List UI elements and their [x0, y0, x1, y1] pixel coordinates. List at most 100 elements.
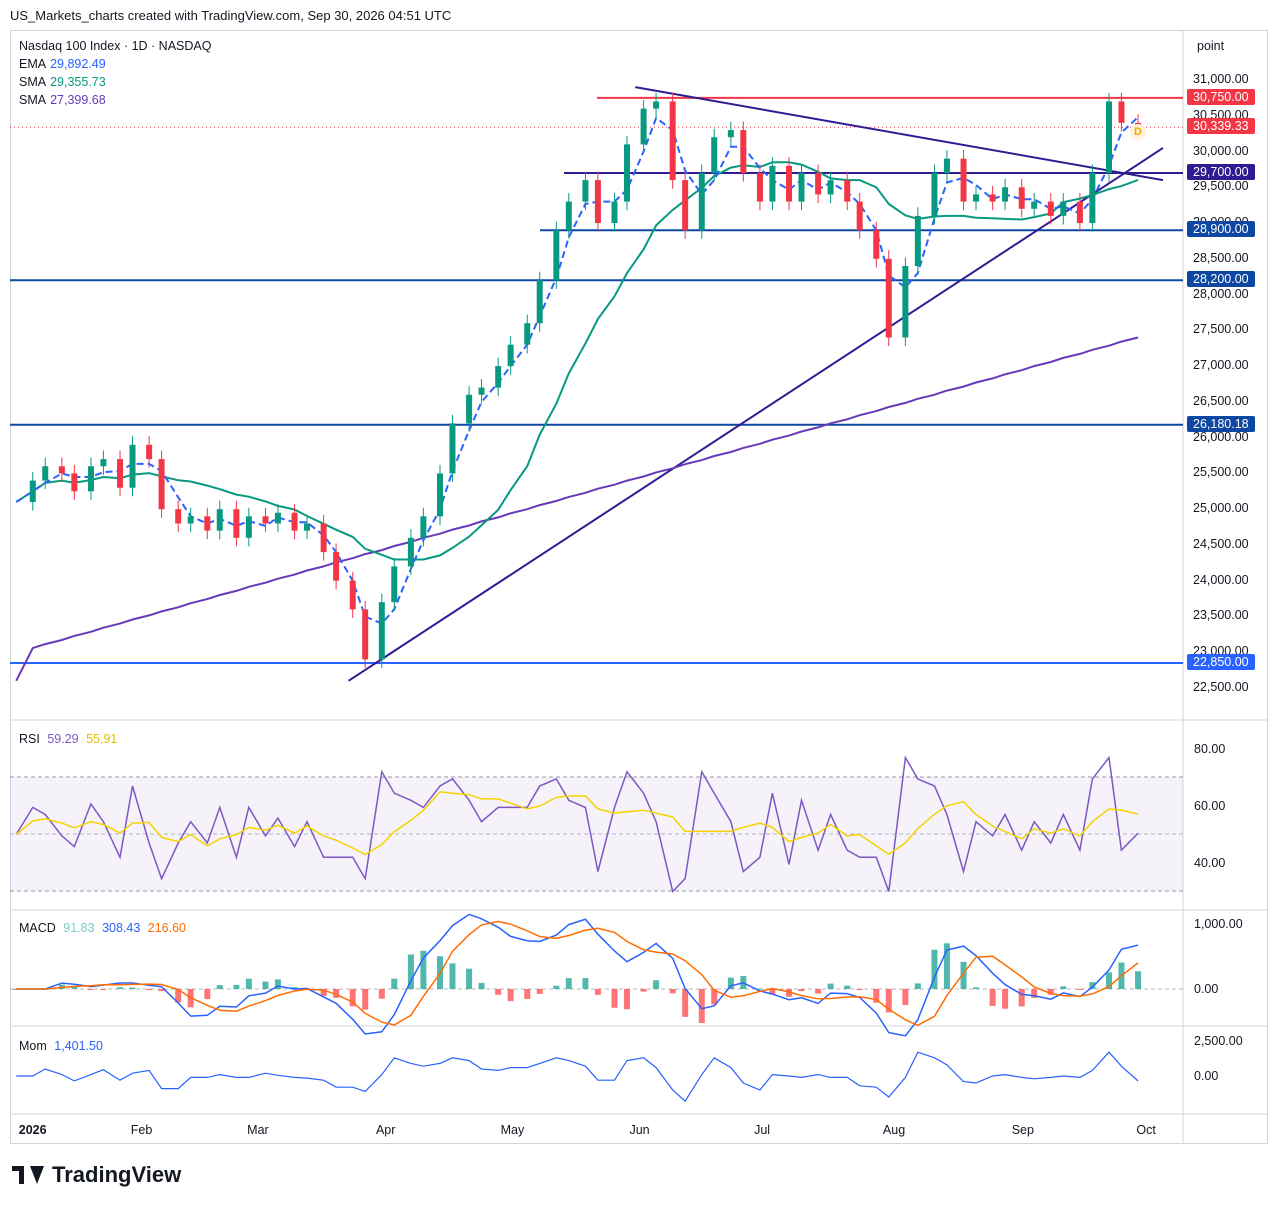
candle-body — [756, 172, 763, 202]
rsi-ma-value: 55.91 — [86, 732, 118, 746]
candle-body — [653, 101, 660, 109]
macd-histogram-bar — [711, 989, 718, 1005]
candle-body — [594, 180, 601, 224]
candle-body — [740, 130, 747, 173]
sma50-value: 29,355.73 — [50, 75, 106, 89]
price-unit-label[interactable]: point — [1197, 39, 1225, 53]
candle-body — [1031, 201, 1038, 209]
macd-histogram-bar — [158, 989, 165, 992]
candle-body — [914, 215, 921, 266]
price-tick: 31,000.00 — [1193, 72, 1249, 86]
macd-histogram-bar — [565, 978, 572, 989]
main-legend: Nasdaq 100 Index · 1D · NASDAQ EMA 29,892… — [19, 37, 211, 109]
macd-line — [16, 913, 1139, 1037]
candle-body — [129, 444, 136, 488]
price-tick: 23,500.00 — [1193, 608, 1249, 623]
candle-body — [815, 172, 822, 195]
candle-body — [698, 172, 705, 231]
candle-body — [304, 523, 311, 531]
macd-label: MACD — [19, 921, 56, 935]
macd-histogram-bar — [815, 989, 822, 994]
macd-histogram-bar — [931, 949, 938, 989]
price-tick: 26,000.00 — [1193, 429, 1249, 444]
rsi-legend[interactable]: RSI 59.29 55.91 — [19, 732, 121, 746]
ema-value: 29,892.49 — [50, 57, 106, 71]
candle-body — [87, 466, 94, 492]
candle-body — [1018, 187, 1025, 209]
price-tag: 28,900.00 — [1187, 221, 1255, 238]
macd-histogram-bar — [100, 989, 107, 990]
macd-value: 308.43 — [102, 921, 141, 935]
candle-body — [71, 473, 78, 492]
macd-histogram-bar — [407, 954, 414, 989]
macd-histogram-bar — [245, 978, 252, 989]
macd-legend[interactable]: MACD 91.83 308.43 216.60 — [19, 921, 190, 935]
macd-histogram-bar — [786, 989, 793, 997]
candle-body — [844, 180, 851, 202]
tradingview-logo[interactable]: TradingView — [12, 1162, 181, 1188]
macd-histogram-bar — [117, 987, 124, 989]
candle-body — [553, 230, 560, 281]
candle-body — [117, 459, 124, 488]
macd-signal-line — [16, 920, 1139, 1027]
macd-histogram-bar — [1135, 971, 1142, 989]
rsi-line — [15, 755, 1139, 894]
candle-body — [495, 366, 502, 388]
candle-body — [320, 523, 327, 553]
sma200-legend[interactable]: SMA 27,399.68 — [19, 91, 211, 109]
mom-legend[interactable]: Mom 1,401.50 — [19, 1039, 107, 1053]
rsi-tick-80: 80.00 — [1194, 742, 1226, 756]
rsi-tick-40: 40.00 — [1194, 856, 1226, 870]
macd-histogram-bar — [827, 983, 834, 989]
candle-body — [727, 130, 734, 138]
trendline — [348, 147, 1164, 682]
rsi-label: RSI — [19, 732, 40, 746]
candle-body — [187, 516, 194, 524]
candle-body — [216, 509, 223, 531]
sma200-label: SMA — [19, 93, 47, 107]
macd-histogram-bar — [653, 980, 660, 989]
price-tick: 28,500.00 — [1193, 250, 1249, 265]
candle-body — [769, 165, 776, 202]
candle-body — [885, 258, 892, 338]
sma50-legend[interactable]: SMA 29,355.73 — [19, 73, 211, 91]
macd-histogram-bar — [769, 989, 776, 995]
macd-histogram-bar — [175, 989, 182, 1003]
ema-legend[interactable]: EMA 29,892.49 — [19, 55, 211, 73]
macd-tick-0: 0.00 — [1194, 982, 1219, 996]
price-tag: 30,750.00 — [1187, 88, 1255, 105]
price-tag: 30,339.33 — [1187, 118, 1255, 135]
macd-histogram-bar — [1076, 989, 1083, 990]
candle-body — [362, 609, 369, 660]
candle-body — [960, 158, 967, 202]
time-axis-label: May — [500, 1123, 525, 1137]
candle-body — [1105, 101, 1112, 173]
time-axis-label: Jul — [754, 1123, 771, 1137]
price-tick: 29,500.00 — [1193, 179, 1249, 194]
momentum-line — [16, 1051, 1139, 1103]
macd-histogram-bar — [262, 981, 269, 989]
macd-histogram-bar — [960, 961, 967, 989]
ema-label: EMA — [19, 57, 47, 71]
candle-body — [378, 602, 385, 660]
candle-body — [640, 108, 647, 145]
time-axis-label: Sep — [1011, 1123, 1034, 1137]
candle-body — [536, 280, 543, 324]
time-axis-label: Jun — [629, 1123, 650, 1137]
macd-histogram-bar — [1047, 989, 1054, 995]
price-tick: 30,000.00 — [1193, 143, 1249, 158]
rsi-tick-60: 60.00 — [1194, 799, 1226, 813]
macd-histogram-bar — [495, 989, 502, 995]
candle-body — [274, 512, 281, 524]
time-axis-label: Apr — [375, 1123, 396, 1137]
price-tag: 22,850.00 — [1187, 653, 1255, 670]
candle-body — [623, 144, 630, 202]
symbol-label[interactable]: Nasdaq 100 Index · 1D · NASDAQ — [19, 39, 212, 53]
price-tag: 26,180.18 — [1187, 415, 1255, 432]
price-tag: 29,700.00 — [1187, 163, 1255, 180]
macd-histogram-bar — [233, 984, 240, 989]
dividend-marker[interactable]: D — [1130, 124, 1146, 140]
macd-histogram-bar — [507, 989, 514, 1002]
macd-histogram-bar — [524, 989, 531, 999]
